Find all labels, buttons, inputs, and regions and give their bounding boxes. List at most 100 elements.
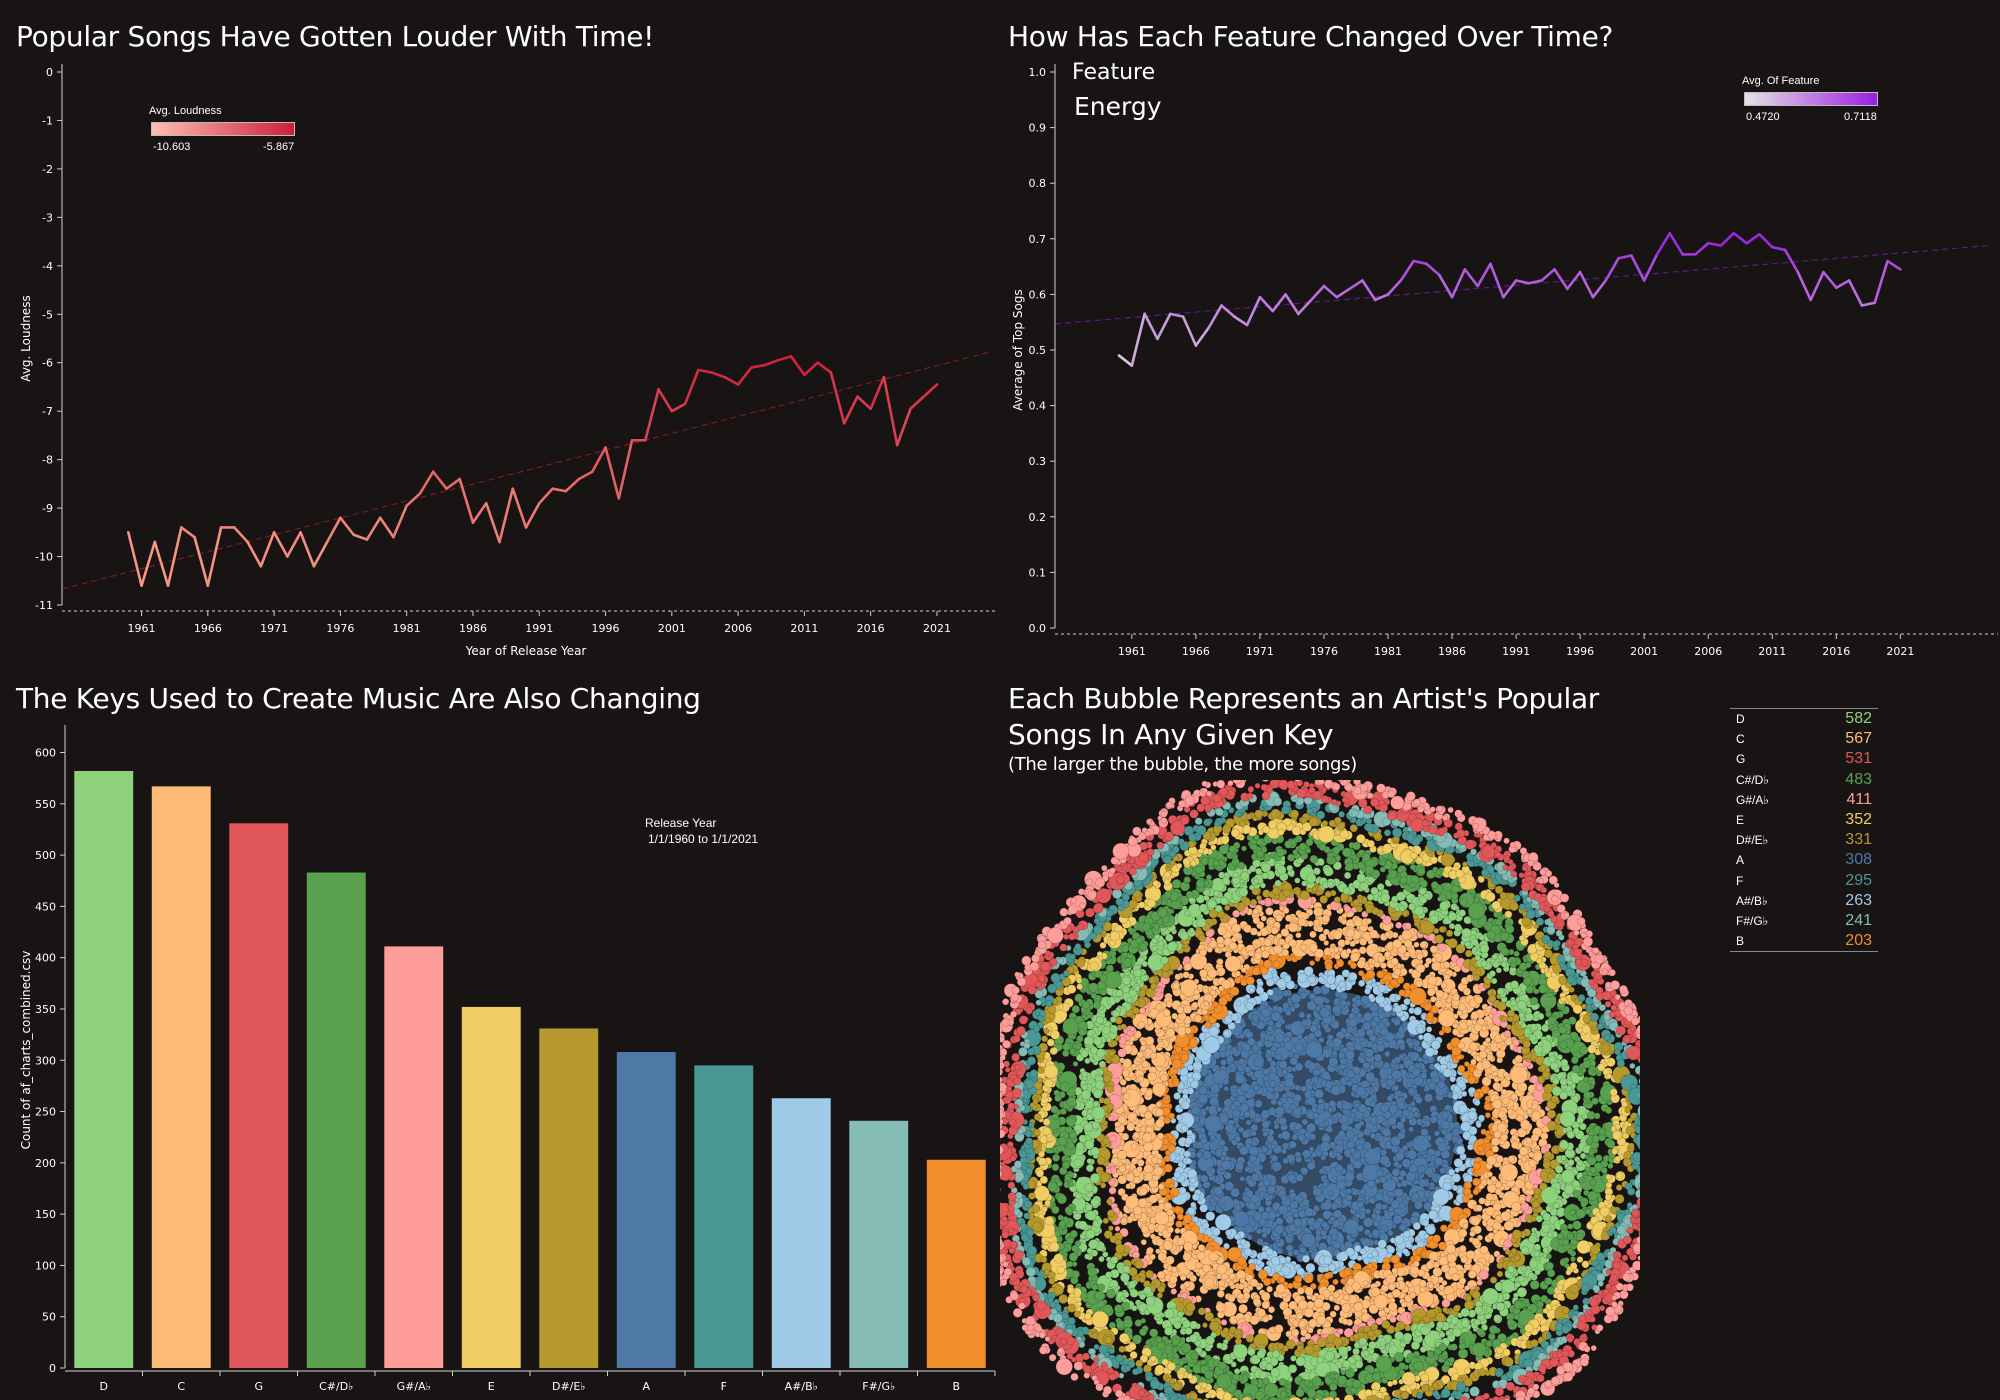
artist-bubble: [1183, 1005, 1193, 1014]
loudness-y-tick-label: -11: [35, 599, 53, 612]
artist-bubble: [1223, 1030, 1230, 1037]
artist-bubble: [1384, 1020, 1391, 1027]
artist-bubble: [1242, 1043, 1251, 1052]
artist-bubble: [1265, 907, 1274, 916]
loudness-legend: Avg. Loudness -10.603 -5.867: [149, 105, 295, 153]
artist-bubble: [1184, 1136, 1193, 1145]
feature-series-segment: [1220, 304, 1236, 318]
artist-bubble: [1305, 1013, 1312, 1020]
artist-bubble: [1288, 1140, 1297, 1149]
loudness-series-segment: [259, 531, 276, 568]
artist-bubble: [1484, 1037, 1492, 1044]
artist-bubble: [1341, 912, 1348, 919]
artist-bubble: [1216, 1264, 1227, 1275]
loudness-x-tick-label: 2016: [857, 622, 885, 635]
artist-bubble: [1141, 1060, 1149, 1068]
loudness-series-segment: [803, 361, 819, 377]
feature-series-segment: [1783, 248, 1800, 274]
artist-bubble: [1223, 1171, 1232, 1180]
artist-bubble: [1472, 1091, 1481, 1099]
artist-bubble: [1216, 958, 1224, 966]
artist-bubble: [1389, 978, 1398, 987]
artist-bubble: [1416, 1026, 1425, 1034]
artist-bubble: [1155, 1108, 1164, 1117]
keys-y-tick-label: 400: [35, 952, 56, 965]
artist-bubble: [1405, 1195, 1412, 1202]
artist-bubble: [1255, 1040, 1264, 1049]
artist-bubble: [1379, 1155, 1390, 1166]
artist-bubble: [1274, 1106, 1285, 1116]
loudness-y-tick-label: 0: [46, 66, 53, 79]
artist-bubble: [1356, 959, 1366, 969]
artist-bubble: [1519, 1146, 1529, 1156]
artist-bubble: [1433, 1130, 1440, 1137]
artist-bubble: [1188, 1185, 1196, 1192]
feature-y-tick-label: 0.4: [1029, 400, 1047, 413]
artist-bubble: [1274, 1224, 1285, 1235]
artist-bubble: [1377, 1134, 1385, 1142]
artist-bubble: [1186, 1064, 1194, 1072]
artist-bubble: [1330, 1085, 1342, 1096]
artist-bubble: [1449, 1075, 1457, 1083]
loudness-series-segment: [365, 516, 382, 541]
artist-bubble: [1293, 1211, 1300, 1219]
artist-bubble: [1274, 914, 1283, 923]
artist-bubble: [1238, 1303, 1248, 1314]
feature-series-segment: [1604, 256, 1620, 282]
artist-bubble: [1202, 1000, 1210, 1007]
artist-bubble: [1425, 1224, 1437, 1235]
artist-bubble: [1266, 1025, 1274, 1032]
artist-bubble: [1245, 1189, 1254, 1198]
feature-selector-value[interactable]: Energy: [1074, 92, 1162, 121]
artist-bubble: [1467, 1269, 1477, 1279]
artist-bubble: [1438, 1009, 1456, 1028]
artist-bubble: [1117, 1150, 1128, 1161]
artist-bubble: [1328, 1099, 1337, 1108]
feature-x-tick-label: 1986: [1438, 645, 1466, 658]
loudness-series-segment: [458, 477, 475, 524]
loudness-legend-max: -5.867: [263, 141, 295, 153]
artist-bubble: [1409, 1291, 1417, 1299]
artist-bubble: [1354, 1122, 1362, 1131]
artist-bubble: [1288, 938, 1297, 948]
artist-bubble: [1382, 1061, 1391, 1070]
artist-bubble: [1526, 1108, 1533, 1115]
feature-series-segment: [1835, 279, 1851, 290]
artist-bubble: [1332, 1278, 1339, 1286]
artist-bubble: [1224, 955, 1242, 973]
artist-bubble: [1422, 1032, 1433, 1043]
key-bubble-chart: [1000, 780, 1640, 1400]
artist-bubble: [1413, 1179, 1420, 1185]
bubbles-subtitle: (The larger the bubble, the more songs): [1008, 754, 1357, 775]
artist-bubble: [1165, 1255, 1175, 1265]
artist-bubble: [1189, 1177, 1197, 1184]
artist-bubble: [1416, 1290, 1435, 1308]
artist-bubble: [1252, 1297, 1262, 1306]
artist-bubble: [1319, 1007, 1331, 1018]
artist-bubble: [1253, 1084, 1260, 1092]
release-year-filter[interactable]: Release Year 1/1/1960 to 1/1/2021: [645, 815, 758, 847]
artist-bubble: [1494, 1188, 1503, 1196]
artist-bubble: [1391, 1069, 1402, 1081]
artist-bubble: [1420, 1128, 1429, 1137]
artist-bubble: [1182, 955, 1191, 964]
artist-bubble: [1368, 993, 1375, 1000]
artist-bubble: [1374, 1202, 1384, 1211]
artist-bubble: [1503, 1220, 1515, 1232]
keys-y-tick-label: 50: [42, 1311, 56, 1324]
artist-bubble: [1122, 1092, 1131, 1100]
artist-bubble: [1380, 962, 1387, 970]
artist-bubble: [1478, 1197, 1486, 1205]
artist-bubble: [1525, 1137, 1533, 1145]
loudness-series-segment: [909, 395, 926, 411]
loudness-series-segment: [710, 371, 727, 379]
artist-bubble: [1404, 922, 1412, 930]
artist-bubble: [1322, 1255, 1333, 1265]
artist-bubble: [1458, 1277, 1467, 1285]
artist-bubble: [1339, 1057, 1347, 1065]
artist-bubble: [1336, 1112, 1343, 1119]
artist-bubble: [1298, 1011, 1306, 1019]
feature-x-tick-label: 1996: [1566, 645, 1594, 658]
loudness-series-segment: [856, 395, 872, 411]
artist-bubble: [1414, 1096, 1423, 1105]
